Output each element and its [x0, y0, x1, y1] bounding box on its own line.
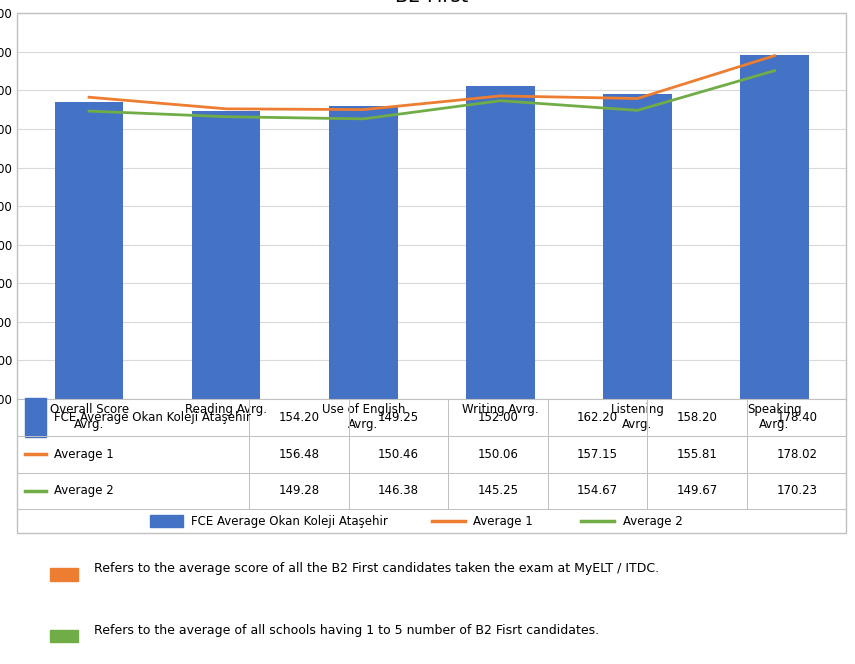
- Bar: [250, 473, 349, 509]
- Text: 178.02: 178.02: [776, 448, 817, 461]
- Bar: [250, 399, 349, 436]
- Bar: [548, 399, 647, 436]
- Bar: [647, 436, 747, 473]
- Text: FCE Average Okan Koleji Ataşehir: FCE Average Okan Koleji Ataşehir: [55, 411, 251, 424]
- Bar: [747, 473, 846, 509]
- Text: 158.20: 158.20: [676, 411, 717, 424]
- Text: 154.67: 154.67: [577, 484, 618, 497]
- Text: 145.25: 145.25: [478, 484, 519, 497]
- Bar: [50, 568, 78, 580]
- Bar: [349, 436, 448, 473]
- Bar: [647, 473, 747, 509]
- Text: Average 1: Average 1: [474, 515, 533, 528]
- Text: 152.00: 152.00: [478, 411, 519, 424]
- Bar: [647, 399, 747, 436]
- Text: 146.38: 146.38: [378, 484, 419, 497]
- Bar: [448, 399, 548, 436]
- Text: 149.25: 149.25: [378, 411, 419, 424]
- Text: 149.28: 149.28: [279, 484, 320, 497]
- Bar: [466, 86, 534, 399]
- Bar: [747, 436, 846, 473]
- Text: 157.15: 157.15: [577, 448, 618, 461]
- Bar: [603, 94, 672, 399]
- Text: Average 1: Average 1: [55, 448, 115, 461]
- Title: B2 First: B2 First: [395, 0, 469, 6]
- Bar: [740, 55, 809, 399]
- Bar: [329, 106, 398, 399]
- Text: FCE Average Okan Koleji Ataşehir: FCE Average Okan Koleji Ataşehir: [192, 515, 388, 528]
- Bar: [349, 399, 448, 436]
- Bar: [548, 436, 647, 473]
- Bar: [150, 515, 183, 527]
- Bar: [17, 436, 250, 473]
- Text: Average 2: Average 2: [55, 484, 115, 497]
- Bar: [192, 111, 261, 399]
- Text: Refers to the average score of all the B2 First candidates taken the exam at MyE: Refers to the average score of all the B…: [94, 562, 659, 574]
- Text: 162.20: 162.20: [577, 411, 618, 424]
- Bar: [548, 473, 647, 509]
- Bar: [448, 436, 548, 473]
- Text: 170.23: 170.23: [776, 484, 817, 497]
- Bar: [50, 630, 78, 643]
- Text: Refers to the average of all schools having 1 to 5 number of B2 Fisrt candidates: Refers to the average of all schools hav…: [94, 623, 599, 637]
- Bar: [26, 398, 46, 437]
- Text: 178.40: 178.40: [776, 411, 817, 424]
- Bar: [17, 399, 250, 436]
- Bar: [55, 102, 123, 399]
- Text: 156.48: 156.48: [279, 448, 320, 461]
- Bar: [747, 399, 846, 436]
- Text: 155.81: 155.81: [676, 448, 717, 461]
- Bar: [250, 436, 349, 473]
- Text: 154.20: 154.20: [279, 411, 320, 424]
- Text: Average 2: Average 2: [622, 515, 682, 528]
- Bar: [448, 473, 548, 509]
- Text: 150.46: 150.46: [378, 448, 419, 461]
- Bar: [349, 473, 448, 509]
- Text: 149.67: 149.67: [676, 484, 718, 497]
- Bar: [17, 473, 250, 509]
- Text: 150.06: 150.06: [478, 448, 519, 461]
